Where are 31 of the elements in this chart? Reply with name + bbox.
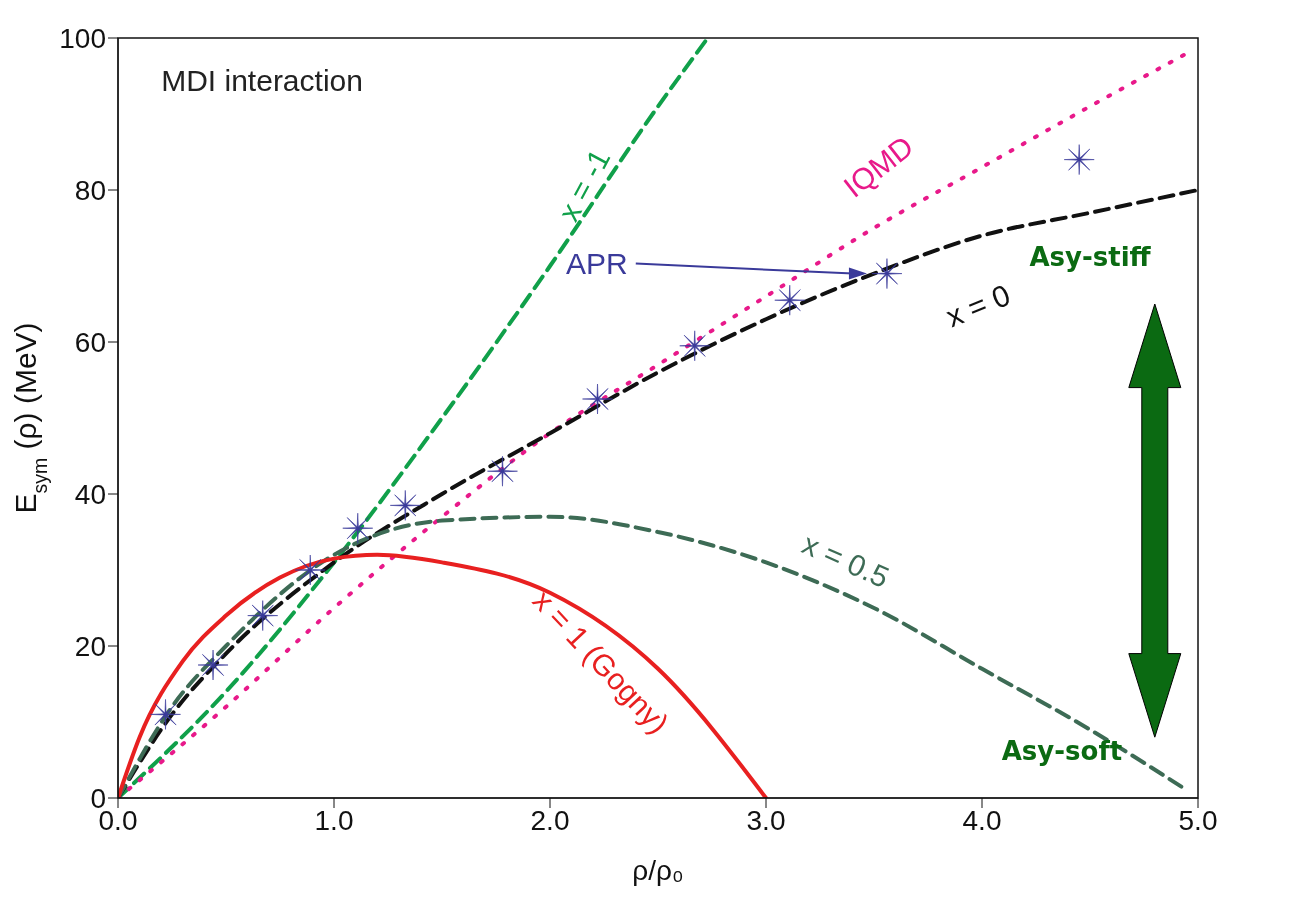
y-tick-label: 40 <box>74 478 106 510</box>
point <box>487 455 518 487</box>
point <box>197 649 229 681</box>
annotation: Asy-soft <box>1001 736 1123 766</box>
point <box>774 284 806 316</box>
annotation: Asy-stiff <box>1029 242 1152 272</box>
x-tick-label: 2.0 <box>530 804 570 836</box>
y-tick-label: 100 <box>59 22 106 54</box>
x-axis-title: ρ/ρ₀ <box>632 855 684 886</box>
point <box>582 383 613 415</box>
text: x = 0 <box>941 278 1015 334</box>
x-tick-label: 4.0 <box>962 804 1002 836</box>
point <box>1063 144 1095 175</box>
point <box>294 554 326 586</box>
y-tick-label: 80 <box>74 174 106 206</box>
x-tick-label: 5.0 <box>1178 804 1218 836</box>
x-tick-label: 1.0 <box>314 804 354 836</box>
y-tick-label: 60 <box>74 326 106 358</box>
y-tick-label: 20 <box>74 630 106 662</box>
point <box>247 600 279 631</box>
point <box>342 512 374 544</box>
text: x = 0.5 <box>797 526 895 594</box>
point <box>389 490 421 521</box>
annotation: MDI interaction <box>161 64 363 98</box>
point <box>150 699 181 730</box>
point <box>679 330 711 362</box>
text: x = -1 <box>551 143 617 227</box>
point <box>871 258 903 289</box>
line-series <box>118 552 768 798</box>
x-tick-label: 3.0 <box>746 804 786 836</box>
text: APR <box>566 246 628 280</box>
